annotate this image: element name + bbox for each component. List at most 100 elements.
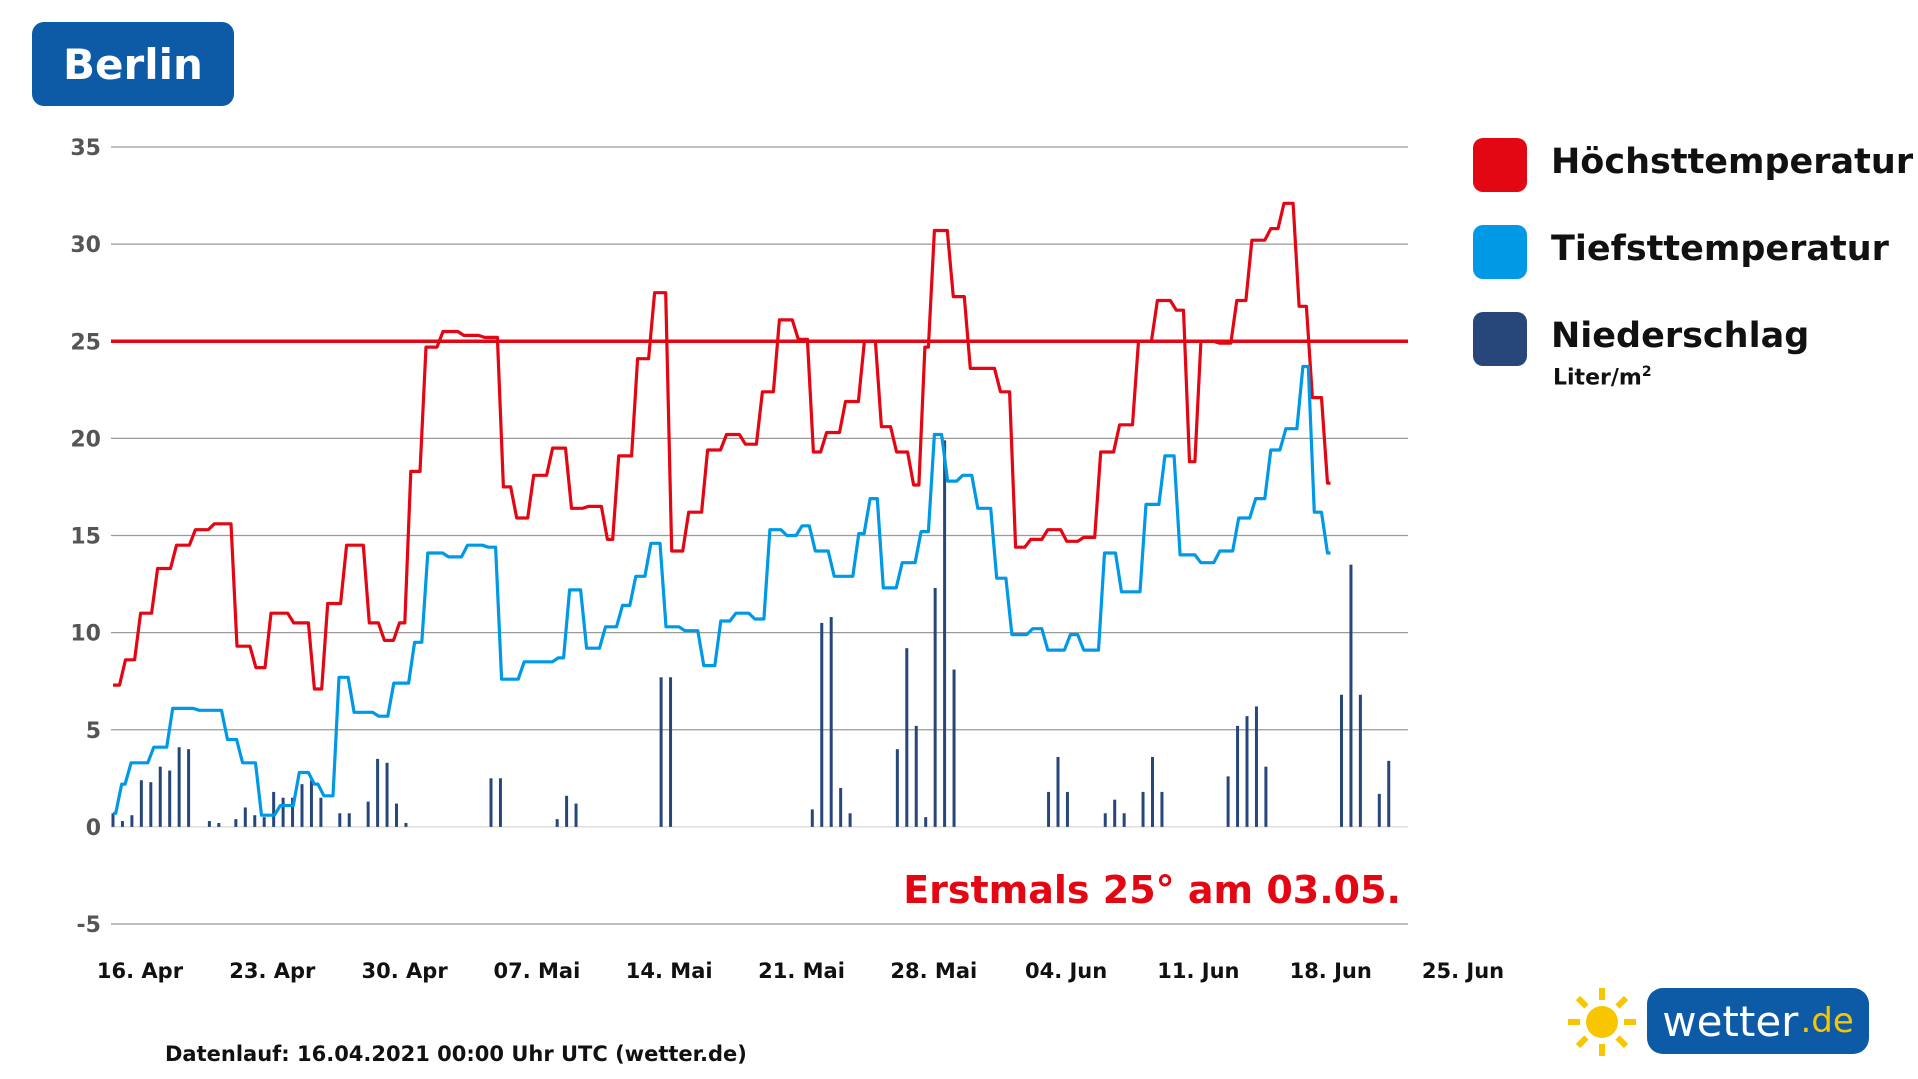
precip-bar [207, 821, 211, 827]
x-tick-label: 14. Mai [626, 959, 713, 983]
precip-bar [395, 803, 398, 827]
legend-label-min: Tiefsttemperatur [1551, 229, 1889, 269]
x-tick-label: 16. Apr [97, 959, 184, 983]
legend-unit-precip: Liter/m2 [1553, 364, 1652, 390]
line-max-temp [113, 201, 1331, 691]
precip-bar [130, 815, 134, 827]
precip-bar [120, 821, 124, 827]
precip-bar [1264, 766, 1268, 827]
precip-bar [300, 784, 304, 827]
unit-sup: 2 [1641, 364, 1652, 380]
precip-bar [1236, 725, 1240, 827]
precip-bar [1340, 694, 1343, 827]
precip-bar [1103, 813, 1107, 827]
precip-bar [1113, 799, 1117, 827]
precip-bar [914, 725, 918, 827]
precip-bar [489, 778, 493, 827]
precip-bar [111, 813, 115, 827]
y-tick-label: 10 [70, 622, 101, 647]
precip-bar [1151, 756, 1154, 827]
precip-bar [1254, 706, 1258, 827]
precip-bar [1377, 793, 1381, 827]
x-axis-ticks: 16. Apr 23. Apr 30. Apr 07. Mai 14. Mai 21. M… [97, 959, 1504, 983]
precip-bar [139, 780, 143, 827]
precip-bar [376, 758, 380, 827]
precip-bar [168, 770, 172, 827]
precip-bar [1358, 694, 1362, 827]
x-tick-label: 30. Apr [362, 959, 449, 983]
y-tick-label: -5 [77, 913, 101, 938]
y-tick-label: 20 [70, 427, 101, 452]
precip-bar [952, 669, 956, 827]
precip-bar [404, 822, 408, 827]
precip-bar [839, 788, 843, 827]
y-tick-label: 5 [86, 719, 101, 744]
precip-bar [158, 766, 162, 827]
precip-bar [829, 617, 833, 827]
precip-bar [498, 778, 502, 827]
y-tick-label: 35 [70, 136, 101, 161]
precip-bar [272, 791, 276, 827]
legend-swatch-max [1473, 138, 1527, 192]
legend-label-precip: Niederschlag [1551, 316, 1810, 356]
x-tick-label: 07. Mai [494, 959, 581, 983]
precip-bar [217, 822, 221, 827]
precip-bar [933, 587, 937, 827]
x-tick-label: 23. Apr [229, 959, 316, 983]
gridlines [111, 146, 1408, 925]
y-tick-label: 15 [70, 525, 101, 550]
precip-bar [291, 797, 295, 827]
precip-bar [309, 780, 313, 827]
y-axis-ticks: 35 30 25 20 15 10 5 0 -5 [70, 136, 101, 938]
city-title: Berlin [32, 22, 234, 106]
precipitation-bars [111, 440, 1391, 827]
precip-bar [1245, 716, 1249, 827]
legend-label-max: Höchsttemperatur [1551, 142, 1914, 182]
precip-bar [253, 815, 257, 827]
logo-wordmark: wetter .de [1647, 988, 1869, 1054]
wetter-logo[interactable]: wetter .de [1565, 982, 1871, 1062]
logo-text: wetter [1662, 996, 1799, 1046]
x-tick-label: 28. Mai [890, 959, 977, 983]
x-tick-label: 04. Jun [1025, 959, 1107, 983]
precip-bar [924, 817, 928, 827]
precip-bar [1226, 776, 1230, 827]
precip-bar [149, 782, 153, 827]
precip-bar [574, 803, 578, 827]
legend-swatch-precip [1473, 312, 1527, 366]
precip-bar [943, 440, 947, 827]
y-tick-label: 25 [70, 330, 101, 355]
precip-bar [565, 795, 569, 827]
precip-bar [1065, 791, 1069, 827]
source-note: Datenlauf: 16.04.2021 00:00 Uhr UTC (wet… [165, 1042, 747, 1066]
y-tick-label: 30 [70, 233, 101, 258]
precip-bar [895, 749, 899, 827]
precip-bar [1122, 813, 1126, 827]
x-tick-label: 18. Jun [1290, 959, 1372, 983]
x-tick-label: 21. Mai [758, 959, 845, 983]
unit-text: Liter/m [1553, 365, 1642, 391]
precip-bar [555, 819, 559, 827]
precip-bar [347, 813, 351, 827]
precip-bar [1047, 791, 1051, 827]
precip-bar [659, 677, 663, 827]
precip-bar [366, 801, 370, 827]
precip-bar [262, 817, 266, 827]
sun-icon [1568, 988, 1636, 1056]
precip-bar [848, 813, 852, 827]
precip-bar [319, 797, 323, 827]
precip-bar [1141, 791, 1145, 827]
precip-bar [1387, 760, 1391, 827]
precip-bar [1349, 564, 1353, 827]
precip-bar [234, 819, 238, 827]
temperature-lines [113, 201, 1331, 817]
precip-bar [810, 809, 814, 827]
line-min-temp [113, 364, 1331, 817]
precip-bar [905, 648, 909, 827]
precip-bar [820, 622, 824, 827]
precip-bar [338, 813, 342, 827]
logo-domain: .de [1800, 1001, 1854, 1041]
precip-bar [1160, 791, 1164, 827]
x-tick-label: 25. Jun [1422, 959, 1504, 983]
